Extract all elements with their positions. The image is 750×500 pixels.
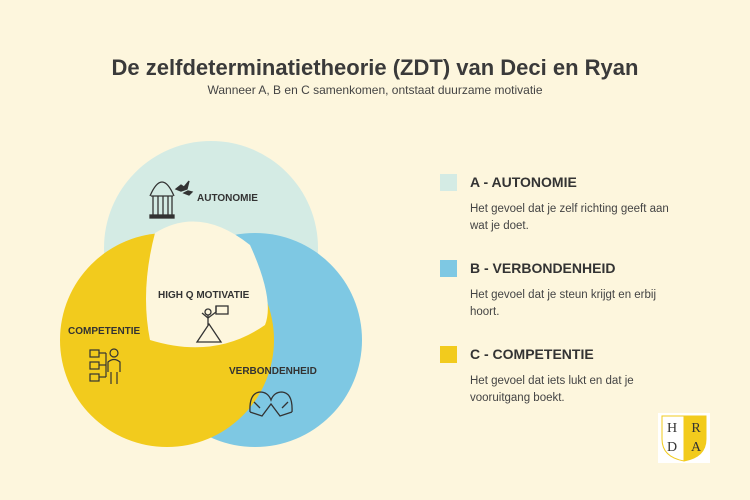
legend-heading: B - VERBONDENHEID <box>470 260 616 276</box>
organization-chart-icon <box>89 348 121 384</box>
legend-swatch <box>440 346 457 363</box>
logo-letter-r: R <box>691 421 701 436</box>
legend-swatch <box>440 260 457 277</box>
legend-swatch <box>440 174 457 191</box>
logo-letter-a: A <box>691 440 702 455</box>
birdcage-icon <box>149 180 194 219</box>
center-intersection <box>146 221 268 348</box>
page-title: De zelfdeterminatietheorie (ZDT) van Dec… <box>111 55 639 80</box>
legend-description: Het gevoel dat je zelf richting geeft aa… <box>470 203 669 232</box>
legend-heading: C - COMPETENTIE <box>470 346 594 362</box>
legend-description: Het gevoel dat iets lukt en dat je vooru… <box>470 375 634 404</box>
legend-description: Het gevoel dat je steun krijgt en erbij … <box>470 289 657 318</box>
relatedness-label: VERBONDENHEID <box>229 366 317 377</box>
competence-label: COMPETENTIE <box>68 326 141 337</box>
hrda-logo: H R D A <box>658 413 710 463</box>
center-label: HIGH Q MOTIVATIE <box>158 290 250 301</box>
page-subtitle: Wanneer A, B en C samenkomen, ontstaat d… <box>207 83 543 97</box>
legend-heading: A - AUTONOMIE <box>470 174 577 190</box>
autonomy-label: AUTONOMIE <box>197 193 258 204</box>
summit-flag-icon <box>195 305 229 343</box>
heart-hands-icon <box>249 391 293 417</box>
logo-letter-h: H <box>667 421 677 436</box>
logo-letter-d: D <box>667 440 677 455</box>
